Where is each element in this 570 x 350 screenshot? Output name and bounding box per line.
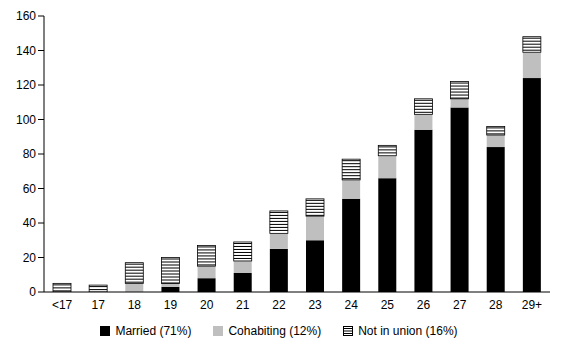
svg-text:20: 20	[23, 251, 37, 265]
svg-text:160: 160	[16, 9, 36, 23]
svg-text:100: 100	[16, 113, 36, 127]
svg-text:26: 26	[417, 298, 431, 312]
svg-text:24: 24	[345, 298, 359, 312]
svg-text:23: 23	[308, 298, 322, 312]
svg-text:29+: 29+	[522, 298, 542, 312]
svg-text:<17: <17	[52, 298, 73, 312]
svg-text:19: 19	[164, 298, 178, 312]
svg-text:18: 18	[128, 298, 142, 312]
html-text:Married (71%): Married (71%)	[115, 324, 192, 338]
svg-text:22: 22	[272, 298, 286, 312]
svg-text:27: 27	[453, 298, 467, 312]
html-text:Cohabiting (12%): Cohabiting (12%)	[228, 324, 322, 338]
svg-text:28: 28	[489, 298, 503, 312]
svg-text:0: 0	[29, 285, 36, 299]
svg-text:25: 25	[381, 298, 395, 312]
svg-text:120: 120	[16, 78, 36, 92]
svg-text:80: 80	[23, 147, 37, 161]
svg-text:20: 20	[200, 298, 214, 312]
svg-text:40: 40	[23, 216, 37, 230]
svg-text:21: 21	[236, 298, 250, 312]
html-text:Not in union (16%): Not in union (16%)	[358, 324, 458, 338]
svg-text:17: 17	[92, 298, 106, 312]
svg-text:60: 60	[23, 182, 37, 196]
svg-text:140: 140	[16, 44, 36, 58]
